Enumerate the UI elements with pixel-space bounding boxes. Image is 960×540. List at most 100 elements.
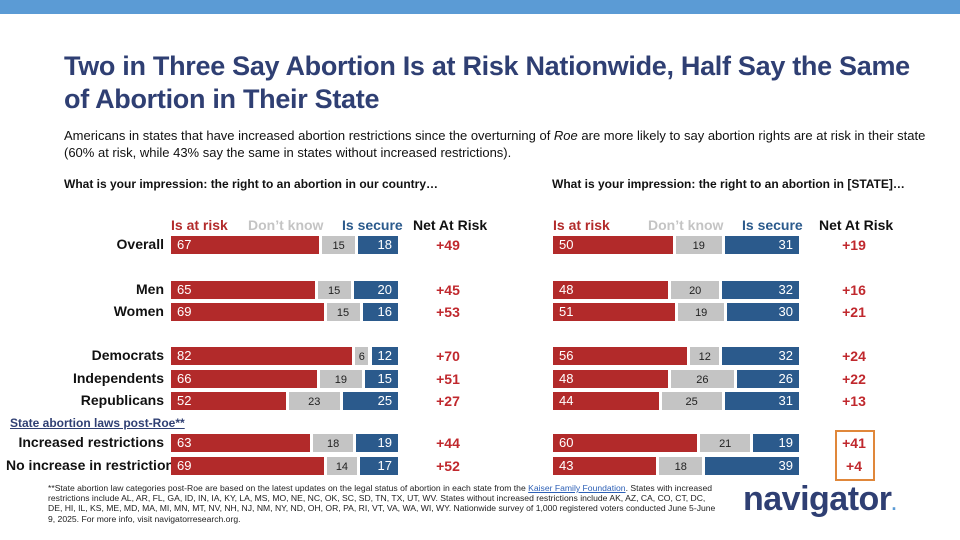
- legend-is-secure-state: Is secure: [742, 217, 803, 233]
- bar-risk-state-no-increase: 43: [553, 457, 657, 475]
- bar-risk-state-independents: 48: [553, 370, 669, 388]
- bar-value-label: 66: [177, 371, 192, 386]
- bar-secure-country-men: 20: [353, 281, 398, 299]
- bar-risk-state-overall: 50: [553, 236, 673, 254]
- bar-value-label: 15: [336, 307, 350, 319]
- bar-value-label: 25: [685, 396, 698, 408]
- net-at-risk-state-women: +21: [842, 304, 866, 320]
- bar-value-label: 19: [692, 240, 705, 252]
- bar-value-label: 16: [377, 304, 392, 319]
- country-question-label: What is your impression: the right to an…: [64, 177, 439, 191]
- bar-risk-country-democrats: 82: [171, 347, 353, 365]
- state-question-label: What is your impression: the right to an…: [552, 177, 905, 191]
- bar-risk-state-increased-restrictions: 60: [553, 434, 697, 452]
- net-at-risk-country-democrats: +70: [436, 348, 460, 364]
- bar-value-label: 26: [696, 374, 709, 386]
- bar-value-label: 23: [308, 396, 321, 408]
- bar-risk-state-women: 51: [553, 303, 676, 321]
- bar-value-label: 32: [778, 348, 793, 363]
- bar-value-label: 20: [377, 282, 392, 297]
- bar-dont-know-country-republicans: 23: [288, 392, 340, 410]
- bar-secure-state-women: 30: [727, 303, 799, 321]
- net-at-risk-state-men: +16: [842, 282, 866, 298]
- bar-risk-country-no-increase: 69: [171, 457, 324, 475]
- row-label-independents: Independents: [72, 370, 164, 386]
- net-at-risk-state-republicans: +13: [842, 393, 866, 409]
- bar-value-label: 6: [358, 351, 365, 363]
- bar-risk-country-men: 65: [171, 281, 315, 299]
- bar-value-label: 69: [177, 304, 192, 319]
- bar-dont-know-country-democrats: 6: [355, 347, 369, 365]
- row-label-republicans: Republicans: [80, 392, 164, 408]
- bar-secure-state-no-increase: 39: [705, 457, 799, 475]
- bar-value-label: 82: [177, 348, 192, 363]
- subtitle-text-end: are more likely to say abortion rights a…: [64, 128, 926, 160]
- row-label-no-increase: No increase in restrictions: [6, 457, 182, 473]
- bar-risk-country-overall: 67: [171, 236, 320, 254]
- logo-text: navigator: [743, 480, 892, 518]
- bar-dont-know-state-republicans: 25: [661, 392, 722, 410]
- bar-dont-know-state-no-increase: 18: [659, 457, 703, 475]
- legend-is-at-risk-state: Is at risk: [553, 217, 610, 233]
- bar-value-label: 19: [778, 435, 793, 450]
- bar-value-label: 17: [377, 458, 392, 473]
- bar-value-label: 26: [778, 371, 793, 386]
- bar-value-label: 39: [778, 458, 793, 473]
- bar-value-label: 20: [689, 285, 702, 297]
- bar-dont-know-state-increased-restrictions: 21: [700, 434, 751, 452]
- footnote-text: **State abortion law categories post-Roe…: [48, 483, 529, 493]
- bar-value-label: 67: [177, 237, 192, 252]
- logo-dot: .: [891, 494, 897, 514]
- legend-dont-know-country: Don’t know: [248, 217, 324, 233]
- bar-dont-know-country-overall: 15: [322, 236, 356, 254]
- bar-dont-know-state-democrats: 12: [690, 347, 720, 365]
- bar-risk-country-women: 69: [171, 303, 324, 321]
- highlight-box: [835, 430, 875, 481]
- bar-secure-state-republicans: 31: [724, 392, 799, 410]
- row-label-overall: Overall: [116, 236, 164, 252]
- bar-value-label: 18: [377, 237, 392, 252]
- bar-secure-country-increased-restrictions: 19: [356, 434, 398, 452]
- net-at-risk-state-no-increase: +4: [846, 458, 862, 474]
- bar-value-label: 15: [332, 240, 345, 252]
- bar-value-label: 31: [778, 393, 793, 408]
- bar-secure-state-increased-restrictions: 19: [753, 434, 799, 452]
- bar-value-label: 12: [698, 351, 711, 363]
- bar-value-label: 51: [559, 304, 574, 319]
- footnote: **State abortion law categories post-Roe…: [48, 483, 718, 524]
- bar-value-label: 50: [559, 237, 574, 252]
- state-laws-section-link[interactable]: State abortion laws post-Roe**: [10, 416, 185, 430]
- page-title: Two in Three Say Abortion Is at Risk Nat…: [64, 51, 910, 114]
- net-at-risk-country-no-increase: +52: [436, 458, 460, 474]
- bar-value-label: 19: [334, 374, 348, 386]
- bar-secure-state-independents: 26: [736, 370, 799, 388]
- bar-risk-country-increased-restrictions: 63: [171, 434, 311, 452]
- bar-risk-state-republicans: 44: [553, 392, 659, 410]
- bar-secure-state-overall: 31: [724, 236, 799, 254]
- bar-risk-state-men: 48: [553, 281, 669, 299]
- bar-value-label: 31: [778, 237, 793, 252]
- bar-risk-state-democrats: 56: [553, 347, 688, 365]
- bar-secure-country-republicans: 25: [342, 392, 399, 410]
- net-at-risk-country-men: +45: [436, 282, 460, 298]
- row-label-men: Men: [136, 281, 164, 297]
- bar-dont-know-state-overall: 19: [676, 236, 722, 254]
- net-at-risk-state-overall: +19: [842, 237, 866, 253]
- net-at-risk-state-democrats: +24: [842, 348, 866, 364]
- row-label-women: Women: [113, 303, 164, 319]
- bar-risk-country-republicans: 52: [171, 392, 286, 410]
- row-label-democrats: Democrats: [91, 347, 164, 363]
- legend-dont-know-state: Don’t know: [648, 217, 724, 233]
- bar-dont-know-state-men: 20: [671, 281, 720, 299]
- net-at-risk-country-women: +53: [436, 304, 460, 320]
- bar-value-label: 69: [177, 458, 192, 473]
- legend-is-at-risk-country: Is at risk: [171, 217, 228, 233]
- bar-value-label: 65: [177, 282, 192, 297]
- net-header-country: Net At Risk: [413, 217, 488, 233]
- bar-value-label: 18: [674, 461, 687, 473]
- net-at-risk-country-overall: +49: [436, 237, 460, 253]
- top-accent-bar: [0, 0, 960, 14]
- bar-dont-know-country-increased-restrictions: 18: [313, 434, 353, 452]
- bar-secure-country-independents: 15: [364, 370, 398, 388]
- kff-link[interactable]: Kaiser Family Foundation: [528, 483, 626, 493]
